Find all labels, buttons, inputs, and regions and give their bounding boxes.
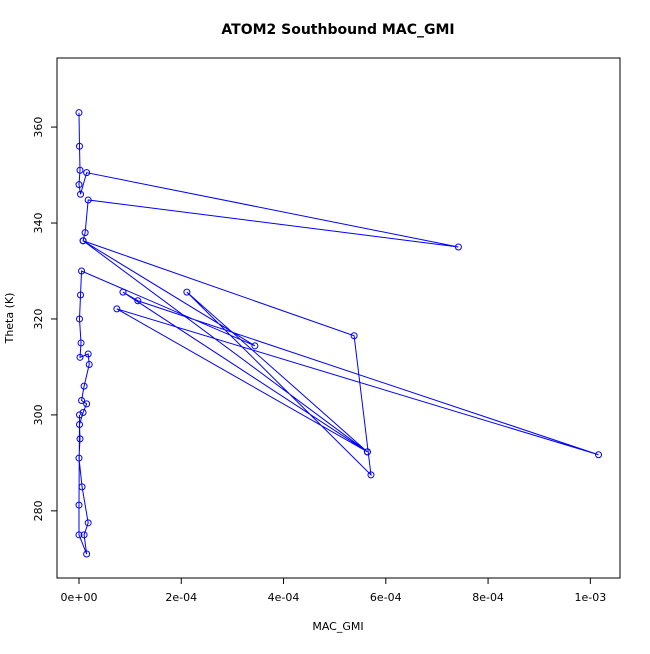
data-point: [76, 353, 84, 361]
data-point: [78, 267, 86, 275]
x-tick-label: 0e+00: [60, 591, 97, 604]
data-point: [77, 339, 85, 347]
data-point: [76, 166, 84, 174]
data-point: [84, 350, 92, 358]
data-point: [75, 142, 83, 150]
data-point: [83, 169, 91, 177]
data-point: [79, 237, 87, 245]
data-point: [251, 342, 259, 350]
x-tick-label: 1e-03: [574, 591, 606, 604]
data-point: [76, 435, 84, 443]
x-tick-label: 4e-04: [268, 591, 300, 604]
data-point: [84, 519, 92, 527]
data-point: [595, 451, 603, 459]
data-point: [75, 454, 83, 462]
data-point: [75, 501, 83, 509]
y-tick-label: 360: [32, 117, 45, 138]
data-point: [119, 288, 127, 296]
data-point: [75, 531, 83, 539]
data-point: [85, 361, 93, 369]
data-point: [80, 382, 88, 390]
data-point: [78, 483, 86, 491]
data-point: [77, 291, 85, 299]
data-point: [79, 409, 87, 417]
data-point: [75, 315, 83, 323]
data-point: [84, 196, 92, 204]
data-point: [350, 332, 358, 340]
data-point: [367, 471, 375, 479]
y-tick-label: 340: [32, 213, 45, 234]
chart-title: ATOM2 Southbound MAC_GMI: [221, 22, 454, 38]
data-point: [81, 229, 89, 237]
y-axis-label: Theta (K): [3, 293, 16, 345]
data-point: [83, 400, 91, 408]
x-tick-label: 8e-04: [472, 591, 504, 604]
data-point: [183, 288, 191, 296]
data-point: [75, 109, 83, 117]
x-tick-label: 6e-04: [370, 591, 402, 604]
series-line: [78, 112, 599, 555]
data-point: [75, 420, 83, 428]
plot-frame: [56, 57, 621, 579]
data-point: [83, 550, 91, 558]
data-point: [80, 531, 88, 539]
data-point: [363, 448, 371, 456]
x-tick-label: 2e-04: [165, 591, 197, 604]
data-point: [75, 411, 83, 419]
y-tick-label: 320: [32, 308, 45, 329]
y-tick-label: 280: [32, 500, 45, 521]
x-axis-label: MAC_GMI: [312, 620, 363, 633]
data-point: [134, 297, 142, 305]
data-point: [113, 305, 121, 313]
data-point: [454, 243, 462, 251]
data-point: [75, 181, 83, 189]
data-point: [78, 397, 86, 405]
data-point: [77, 190, 85, 198]
y-tick-label: 300: [32, 404, 45, 425]
